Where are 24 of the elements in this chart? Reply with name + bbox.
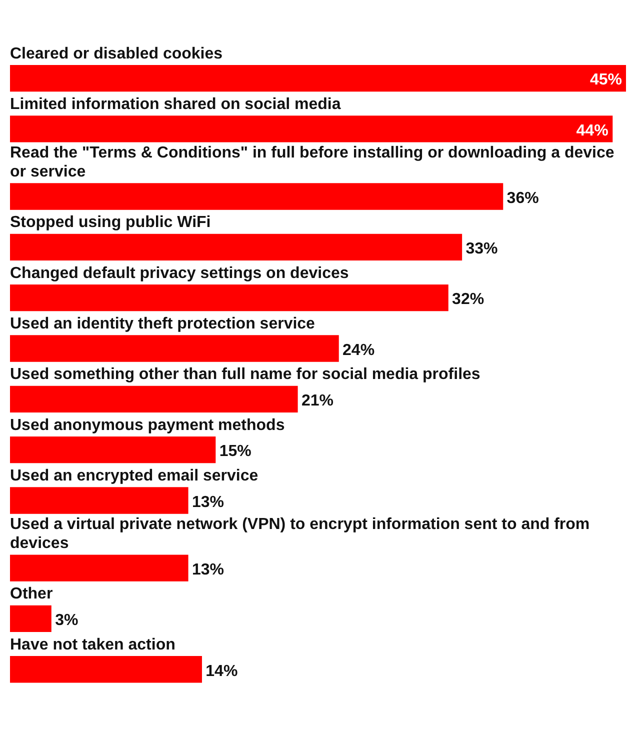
data-label: 14% — [206, 662, 238, 680]
data-label: 15% — [219, 443, 252, 460]
y-tick-label: Used an encrypted email service — [10, 468, 258, 484]
data-label: 32% — [452, 291, 484, 308]
data-label: 44% — [576, 122, 608, 140]
y-tick-label: Have not taken action — [10, 636, 176, 654]
y-tick-label: Read the "Terms & Conditions" in full before installing or downloading a device or service — [10, 144, 614, 180]
y-tick-label: Other — [10, 586, 53, 603]
y-tick-label: Stopped using public WiFi — [10, 214, 211, 232]
data-label: 33% — [466, 240, 498, 258]
y-tick-label: Changed default privacy settings on devices — [10, 264, 349, 282]
data-label: 36% — [506, 190, 539, 207]
y-tick-label: Used anonymous payment methods — [10, 416, 285, 434]
data-label: 21% — [301, 392, 334, 410]
data-label: 3% — [55, 612, 78, 630]
y-tick-label: Used something other than full name for social media profiles — [10, 366, 480, 384]
y-tick-label: Used an identity theft protection service — [10, 316, 316, 332]
data-label: 13% — [192, 494, 224, 511]
data-label: 45% — [590, 72, 622, 89]
y-tick-label: Used a virtual private network (VPN) to encrypt information sent to and from devices — [10, 516, 590, 552]
data-label: 13% — [192, 561, 224, 578]
y-tick-label: Cleared or disabled cookies — [10, 45, 223, 62]
data-label: 24% — [342, 342, 375, 359]
y-tick-label: Limited information shared on social media — [10, 96, 341, 113]
